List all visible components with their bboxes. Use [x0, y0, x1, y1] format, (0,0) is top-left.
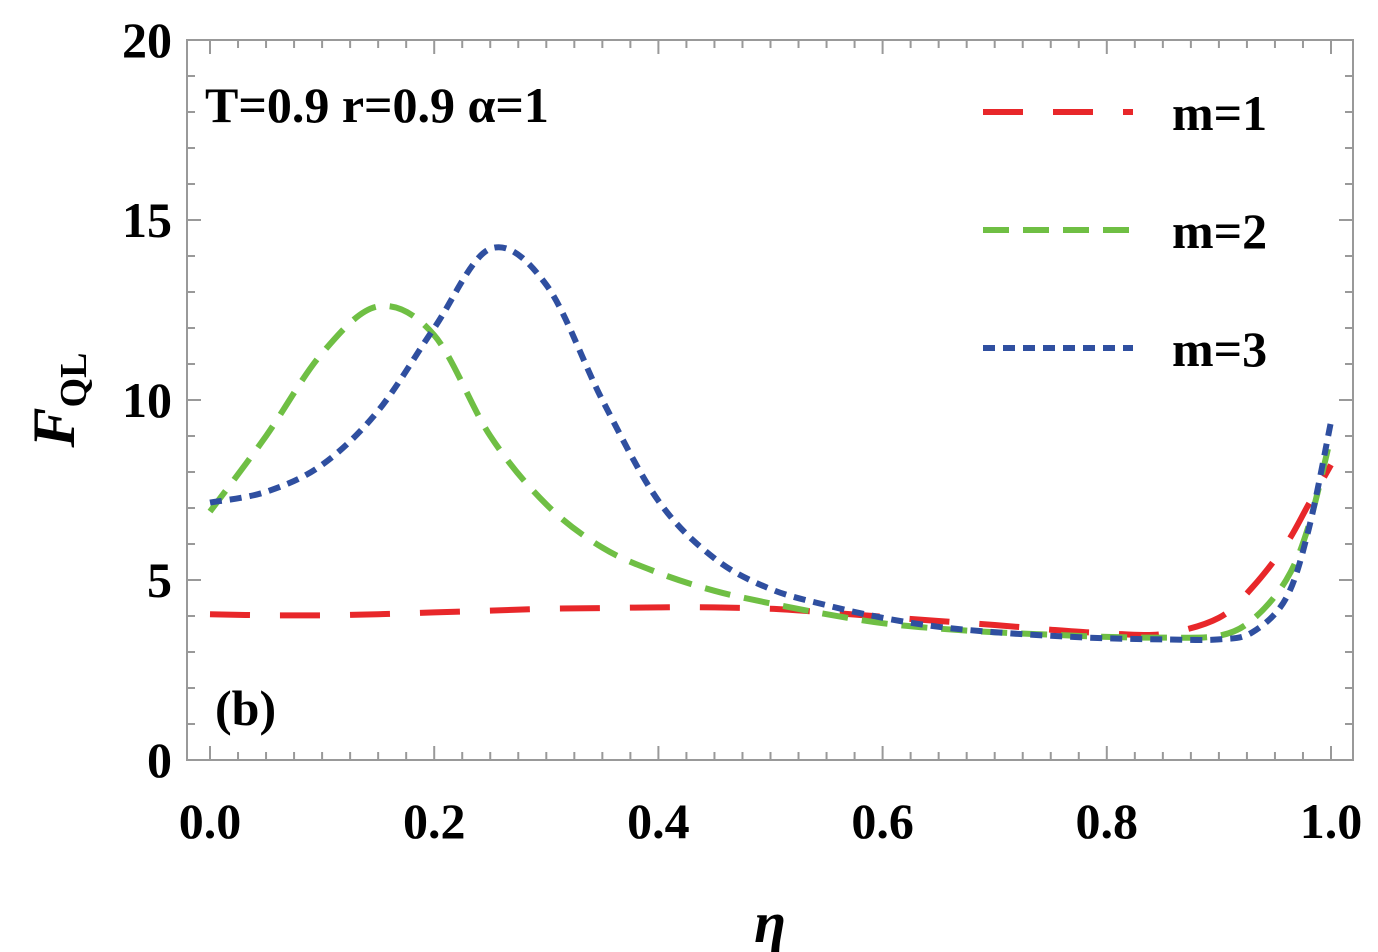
y-tick-label: 5 [147, 552, 172, 608]
series-line-m-1 [209, 463, 1334, 639]
y-tick-label: 0 [147, 732, 172, 788]
tick-marks [187, 39, 1353, 761]
y-tick-label: 15 [122, 192, 172, 248]
legend-label: m=1 [1172, 85, 1267, 141]
legend: m=1 m=2 m=3 [983, 85, 1267, 377]
x-tick-label: 0.0 [179, 793, 242, 849]
y-axis-label: F [21, 407, 87, 448]
series-line-m-2 [207, 302, 1334, 641]
series-line-m-3 [209, 244, 1334, 643]
x-tick-label: 0.8 [1076, 793, 1139, 849]
y-axis-label-group: FQL [21, 353, 95, 449]
tick-labels: 0.0 0.2 0.4 0.6 0.8 1.0 0 5 10 15 20 [122, 12, 1362, 849]
x-tick-label: 0.4 [627, 793, 690, 849]
svg-text:FQL: FQL [21, 353, 95, 449]
y-axis-label-subscript: QL [53, 353, 95, 408]
x-tick-label: 1.0 [1300, 793, 1363, 849]
panel-label: (b) [215, 680, 276, 736]
y-tick-label: 20 [122, 12, 172, 68]
x-axis-label: η [754, 890, 786, 952]
legend-label: m=3 [1172, 321, 1267, 377]
x-tick-label: 0.6 [851, 793, 914, 849]
series-lines [207, 244, 1334, 643]
plot-frame [186, 39, 1354, 761]
chart-annotation: T=0.9 r=0.9 α=1 [205, 77, 549, 133]
x-tick-label: 0.2 [403, 793, 466, 849]
y-tick-label: 10 [122, 372, 172, 428]
legend-label: m=2 [1172, 203, 1267, 259]
